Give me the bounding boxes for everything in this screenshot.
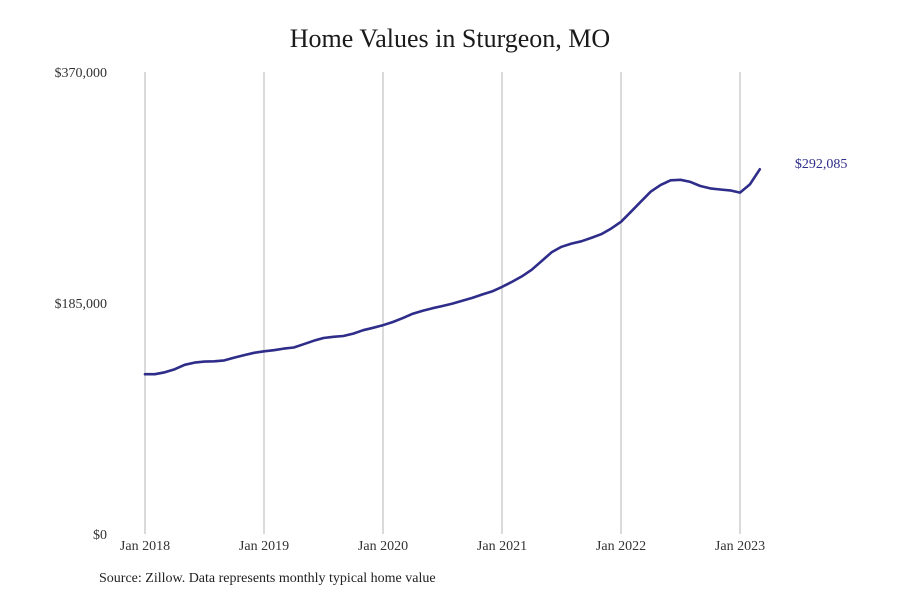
y-tick-label: $185,000 xyxy=(55,297,108,312)
x-tick-label: Jan 2018 xyxy=(120,539,170,554)
source-note: Source: Zillow. Data represents monthly … xyxy=(99,571,436,586)
x-tick-label: Jan 2022 xyxy=(596,539,646,554)
y-tick-label: $0 xyxy=(93,528,107,543)
end-value-label: $292,085 xyxy=(795,157,848,172)
x-tick-label: Jan 2021 xyxy=(477,539,527,554)
x-tick-label: Jan 2019 xyxy=(239,539,289,554)
chart-title: Home Values in Sturgeon, MO xyxy=(289,24,611,53)
x-tick-label: Jan 2023 xyxy=(715,539,765,554)
y-tick-label: $370,000 xyxy=(55,66,108,81)
x-tick-label: Jan 2020 xyxy=(358,539,408,554)
series-line xyxy=(143,168,762,376)
